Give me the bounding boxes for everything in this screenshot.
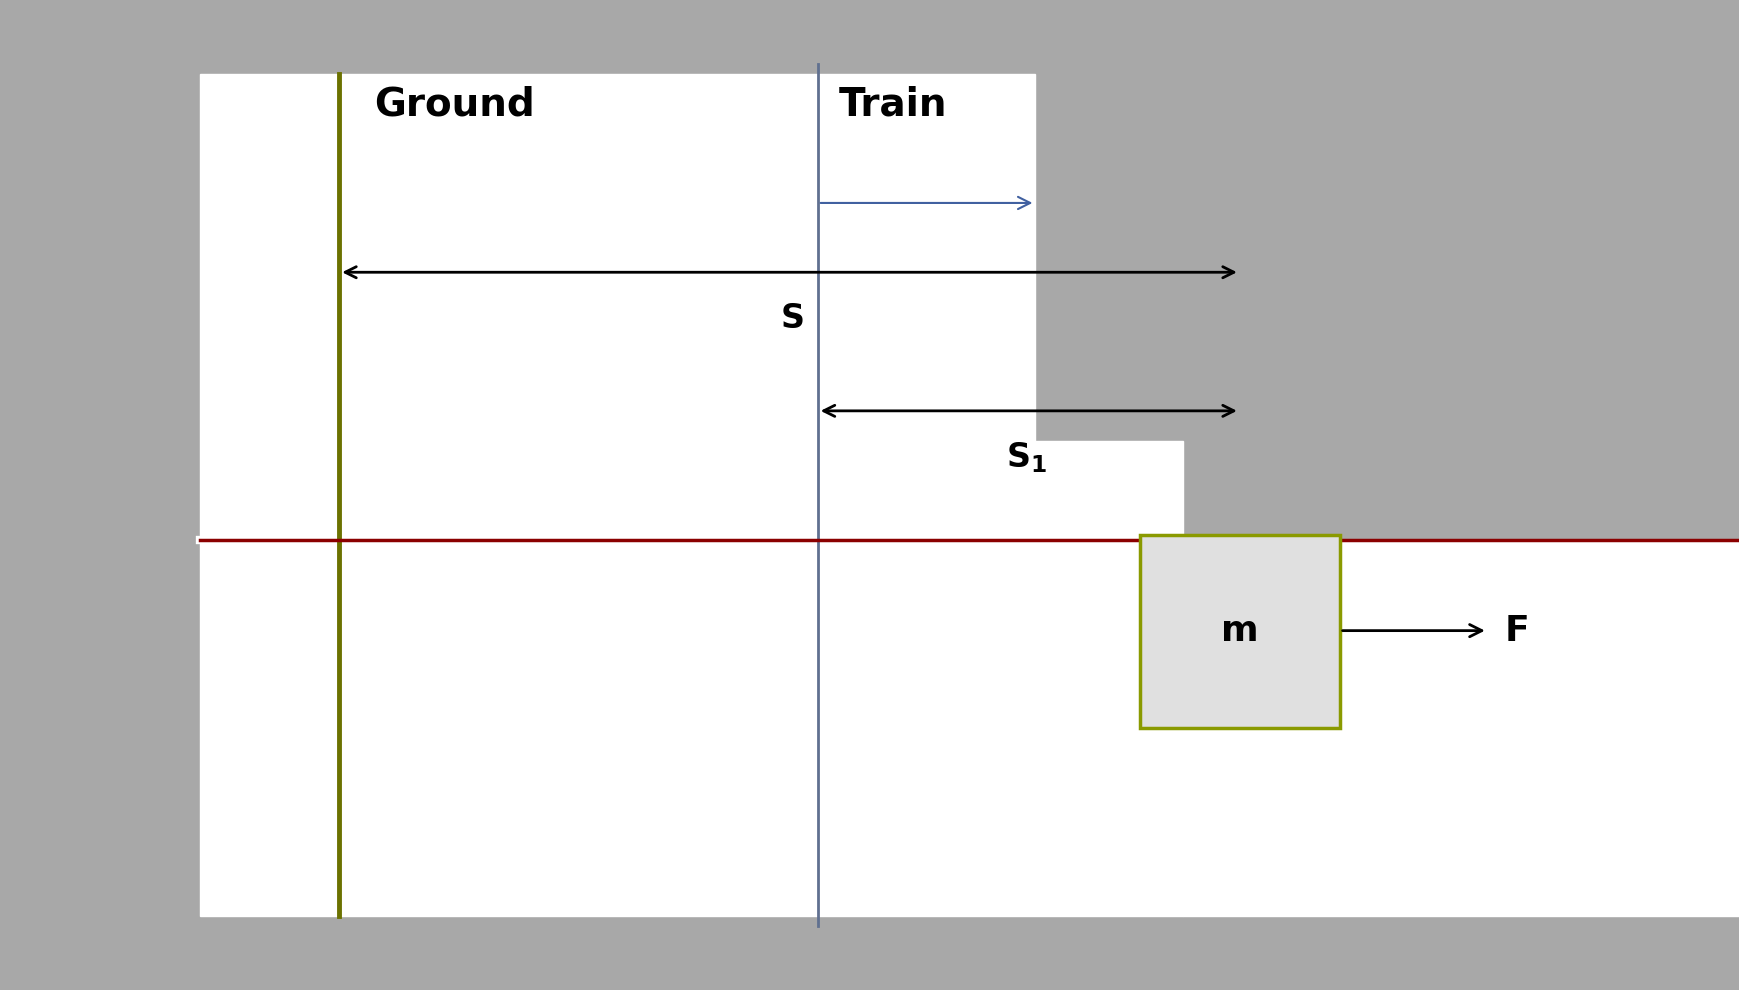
Text: Ground: Ground xyxy=(374,86,534,124)
Text: $\mathbf{S}$: $\mathbf{S}$ xyxy=(779,302,803,335)
Text: m: m xyxy=(1221,614,1257,648)
Bar xyxy=(817,74,1035,441)
Text: F: F xyxy=(1504,614,1529,647)
Bar xyxy=(817,441,1183,916)
Bar xyxy=(1183,540,1739,916)
Bar xyxy=(1139,535,1339,728)
Text: Train: Train xyxy=(838,86,946,124)
Bar xyxy=(200,74,817,916)
Text: $\mathbf{S_1}$: $\mathbf{S_1}$ xyxy=(1005,441,1047,475)
